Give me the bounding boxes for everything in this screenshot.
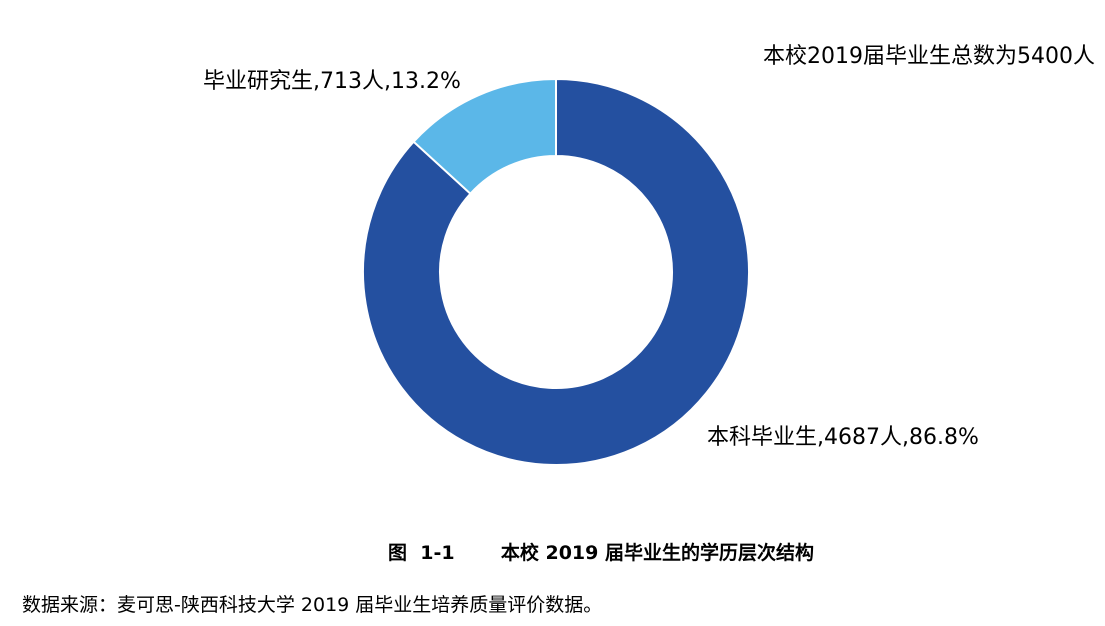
figure-number: 图 1-1 (388, 542, 455, 564)
slice-label-graduate: 毕业研究生,713人,13.2% (203, 69, 461, 94)
donut-slices (362, 77, 750, 466)
slice-undergraduate (362, 77, 750, 466)
slice-label-undergraduate: 本科毕业生,4687人,86.8% (707, 425, 979, 450)
chart-subtitle: 本校2019届毕业生总数为5400人 (763, 44, 1095, 69)
slice-graduate (412, 77, 557, 196)
data-source-note: 数据来源：麦可思-陕西科技大学 2019 届毕业生培养质量评价数据。 (22, 594, 603, 616)
figure-title: 本校 2019 届毕业生的学历层次结构 (500, 542, 814, 564)
figure-caption: 图 1-1 本校 2019 届毕业生的学历层次结构 (0, 538, 1105, 582)
